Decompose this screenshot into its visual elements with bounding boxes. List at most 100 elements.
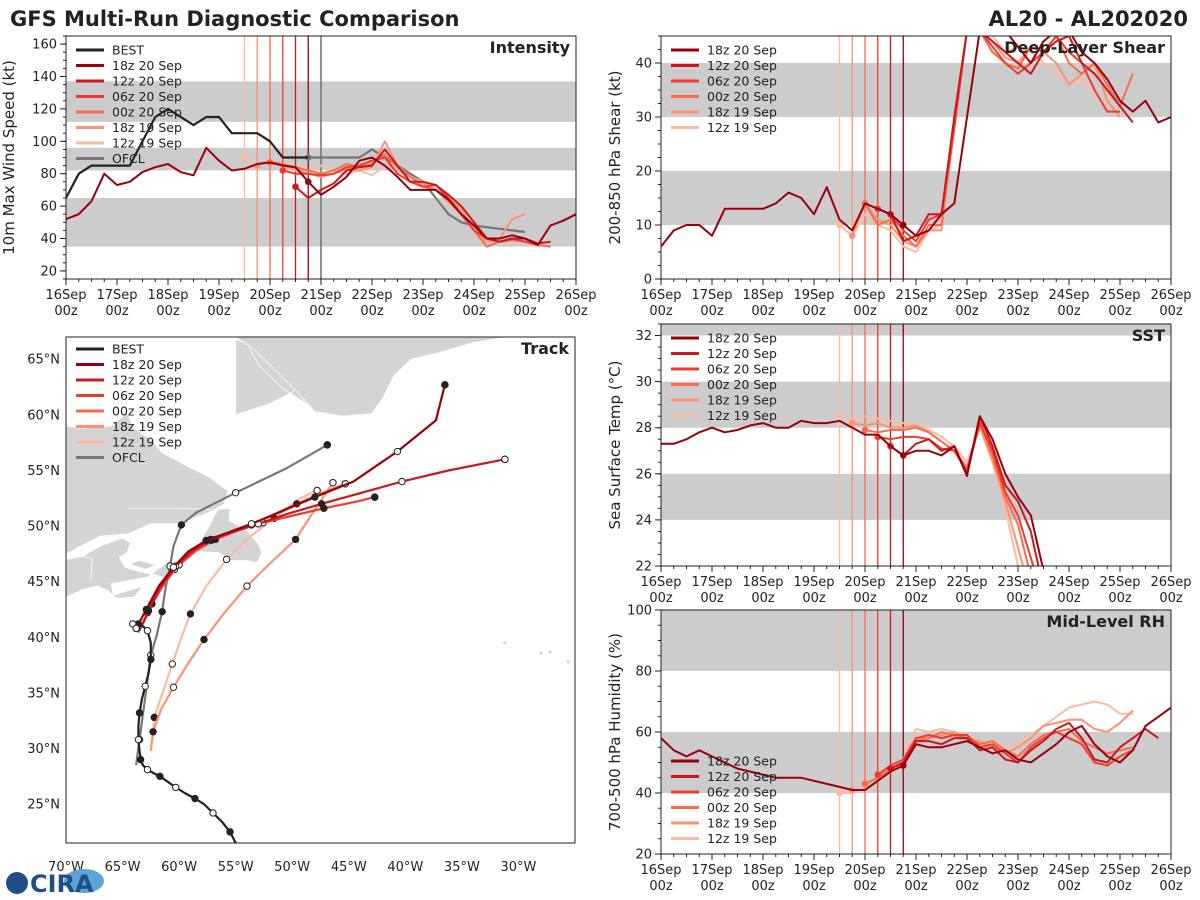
plot-frame (65, 336, 576, 844)
x-tick-label-top: 24Sep (1048, 863, 1089, 878)
series-18z-19-sep (256, 140, 526, 243)
track-point-18z-19-sep (169, 683, 178, 692)
track-point-18z-20-sep (202, 536, 210, 545)
legend-label-12z-20-sep: 12z 20 Sep (112, 373, 182, 388)
x-tick-label-bottom: 00z (802, 879, 826, 894)
legend-label-00z-20-sep: 00z 20 Sep (707, 377, 777, 392)
y-axis-label: Sea Surface Temp (°C) (606, 360, 624, 529)
y-tick-label: 22 (635, 560, 652, 575)
track-end-18z-20-sep (441, 381, 449, 389)
x-tick-label-top: 22Sep (946, 575, 987, 590)
logo-swoosh-icon (64, 869, 104, 893)
init-marker-18z-20-sep (899, 221, 907, 229)
y-tick-label: 24 (635, 513, 652, 528)
track-point-best (135, 709, 144, 717)
lat-tick-label: 60°N (27, 408, 60, 423)
track-point-12z-20-sep (398, 477, 406, 486)
x-tick-label-bottom: 00z (649, 591, 673, 606)
init-marker-12z-19-sep (241, 154, 248, 161)
y-tick-label: 20 (635, 848, 652, 863)
x-tick-label-top: 23Sep (997, 288, 1038, 303)
x-tick-label-bottom: 00z (904, 879, 928, 894)
init-marker-18z-20-sep (304, 178, 312, 186)
track-point-best (136, 755, 145, 764)
x-tick-label-top: 26Sep (1150, 575, 1191, 590)
x-tick-label-top: 17Sep (96, 288, 137, 303)
legend-label-06z-20-sep: 06z 20 Sep (112, 89, 182, 104)
x-tick-label-bottom: 00z (853, 304, 877, 319)
legend-label-ofcl: OFCL (112, 450, 145, 465)
track-point-best (226, 828, 234, 836)
band-1 (661, 381, 1171, 428)
legend-label-12z-19-sep: 12z 19 Sep (707, 831, 777, 846)
init-marker-06z-20-sep (874, 771, 882, 778)
x-tick-label-bottom: 00z (1006, 304, 1030, 319)
x-tick-label-top: 21Sep (300, 288, 341, 303)
track-end-best (132, 624, 140, 633)
track-end-ofcl (323, 441, 331, 449)
x-tick-label-top: 18Sep (147, 288, 188, 303)
x-tick-label-top: 19Sep (793, 863, 834, 878)
track-point-18z-19-sep (149, 728, 157, 736)
x-tick-label-top: 19Sep (198, 288, 239, 303)
x-tick-label-top: 17Sep (691, 575, 732, 590)
series-ofcl (308, 148, 526, 234)
band-0 (661, 473, 1171, 520)
x-tick-label-bottom: 00z (258, 304, 282, 319)
x-tick-label-bottom: 00z (751, 591, 775, 606)
shear-panel: 16Sep00z17Sep00z18Sep00z19Sep00z20Sep00z… (606, 35, 1192, 319)
land-pei (128, 560, 158, 570)
y-tick-label: 80 (40, 167, 57, 182)
track-12z-20-sep (138, 458, 506, 632)
legend-label-18z-20-sep: 18z 20 Sep (112, 357, 182, 372)
legend-label-00z-20-sep: 00z 20 Sep (707, 89, 777, 104)
x-tick-label-top: 25Sep (504, 288, 545, 303)
y-tick-label: 10 (635, 219, 652, 234)
x-tick-label-top: 18Sep (742, 288, 783, 303)
init-marker-12z-19-sep (836, 412, 843, 420)
legend-label-best: BEST (112, 342, 144, 357)
x-tick-label-top: 22Sep (351, 288, 392, 303)
x-tick-label-bottom: 00z (513, 304, 537, 319)
series-12z-20-sep (294, 148, 551, 245)
track-point-18z-19-sep (291, 535, 300, 544)
track-end-06z-20-sep (371, 493, 379, 501)
lon-tick-label: 60°W (161, 860, 197, 875)
y-tick-label: 28 (635, 421, 652, 436)
init-marker-12z-19-sep (836, 789, 843, 797)
x-tick-label-bottom: 00z (700, 304, 724, 319)
x-tick-label-bottom: 00z (1057, 879, 1081, 894)
page-title: GFS Multi-Run Diagnostic Comparison (10, 7, 459, 31)
x-tick-label-bottom: 00z (309, 304, 333, 319)
x-tick-label-bottom: 00z (207, 304, 231, 319)
lat-tick-label: 35°N (27, 686, 60, 701)
panel-title: Intensity (490, 38, 571, 57)
land-azores-island (539, 651, 543, 655)
x-tick-label-bottom: 00z (1006, 591, 1030, 606)
x-tick-label-bottom: 00z (411, 304, 435, 319)
track-point-18z-19-sep (243, 582, 251, 590)
y-tick-label: 26 (635, 467, 652, 482)
legend-label-18z-19-sep: 18z 19 Sep (707, 816, 777, 831)
x-tick-label-bottom: 00z (904, 304, 928, 319)
x-tick-label-top: 18Sep (742, 863, 783, 878)
x-tick-label-bottom: 00z (54, 304, 78, 319)
x-tick-label-bottom: 00z (1108, 591, 1132, 606)
rh-panel: 16Sep00z17Sep00z18Sep00z19Sep00z20Sep00z… (606, 604, 1192, 895)
legend-label-12z-19-sep: 12z 19 Sep (112, 136, 182, 151)
sst-panel: 16Sep00z17Sep00z18Sep00z19Sep00z20Sep00z… (606, 323, 1192, 606)
init-marker-18z-20-sep (899, 762, 907, 769)
panel-title: Track (521, 339, 569, 358)
x-tick-label-top: 22Sep (946, 288, 987, 303)
x-tick-label-top: 23Sep (997, 863, 1038, 878)
x-tick-label-top: 16Sep (640, 288, 681, 303)
lon-tick-label: 65°W (105, 860, 141, 875)
y-tick-label: 80 (635, 665, 652, 680)
y-tick-label: 60 (40, 200, 57, 215)
y-axis-label: 10m Max Wind Speed (kt) (0, 60, 18, 255)
x-tick-label-bottom: 00z (1108, 304, 1132, 319)
y-tick-label: 30 (635, 111, 652, 126)
init-marker-18z-20-sep (899, 452, 907, 459)
track-18z-20-sep (135, 384, 446, 629)
